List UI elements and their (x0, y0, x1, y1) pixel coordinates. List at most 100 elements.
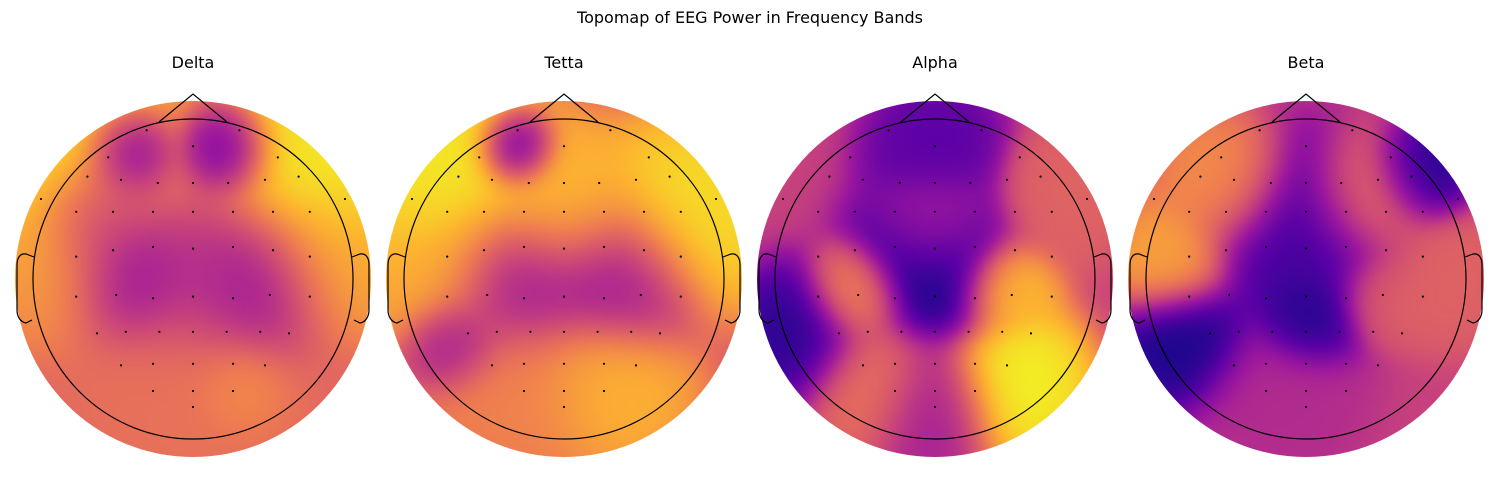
sensor-marker (1344, 389, 1348, 393)
heatmap-alpha (757, 101, 1113, 457)
sensor-marker (609, 129, 612, 132)
sensor-marker (933, 389, 937, 393)
sensor-marker (308, 210, 311, 213)
sensor-marker (75, 295, 78, 298)
sensor-marker (231, 362, 235, 365)
sensor-marker (1188, 255, 1191, 258)
sensor-marker (602, 210, 606, 213)
sensor-marker (1232, 178, 1236, 181)
sensor-marker (973, 210, 977, 213)
sensor-marker (308, 295, 311, 298)
sensor-marker (124, 330, 127, 333)
sensor-marker (522, 297, 526, 300)
sensor-marker (1421, 295, 1424, 298)
sensor-marker (1344, 297, 1348, 300)
topomap-title-tetta: Tetta (543, 53, 583, 72)
sensor-marker (1050, 255, 1053, 258)
sensor-marker (151, 297, 155, 300)
sensor-marker (1029, 332, 1033, 335)
sensor-marker (478, 156, 481, 159)
sensor-marker (1340, 181, 1343, 185)
sensor-marker (562, 247, 566, 250)
sensor-marker (679, 295, 682, 298)
sensor-marker (486, 293, 489, 297)
sensor-marker (781, 197, 785, 201)
sensor-marker (1005, 364, 1009, 367)
sensor-marker (527, 181, 530, 185)
sensor-marker (857, 293, 860, 297)
sensor-marker (191, 330, 195, 333)
sensor-marker (1001, 330, 1004, 333)
sensor-marker (817, 255, 820, 258)
sensor-marker (861, 178, 865, 181)
sensor-marker (602, 362, 606, 365)
sensor-marker (933, 247, 937, 250)
sensor-marker (1264, 362, 1268, 365)
right-ear-outline (1464, 253, 1483, 324)
sensor-marker (1304, 405, 1308, 409)
sensor-marker (115, 293, 118, 297)
sensor-marker (446, 210, 449, 213)
sensor-marker (1456, 197, 1460, 201)
sensor-marker (642, 249, 646, 252)
sensor-marker (973, 362, 977, 365)
sensor-marker (933, 145, 937, 148)
sensor-marker (522, 389, 526, 393)
sensor-marker (490, 364, 494, 367)
sensor-marker (271, 210, 275, 213)
sensor-marker (263, 364, 267, 367)
sensor-marker (1208, 332, 1212, 335)
sensor-marker (225, 330, 228, 333)
sensor-marker (1264, 245, 1268, 249)
sensor-marker (933, 295, 937, 298)
sensor-marker (828, 175, 831, 178)
sensor-marker (973, 389, 977, 393)
sensor-marker (1389, 156, 1392, 159)
sensor-marker (837, 332, 841, 335)
right-ear-outline (722, 253, 741, 324)
topomap-beta: Beta (1128, 53, 1484, 457)
sensor-marker (647, 156, 650, 159)
sensor-marker (1344, 210, 1348, 213)
sensor-marker (191, 145, 195, 148)
sensor-marker (861, 364, 865, 367)
sensor-marker (156, 181, 159, 185)
sensor-marker (238, 129, 241, 132)
right-ear-outline (351, 253, 370, 324)
sensor-marker (1199, 175, 1202, 178)
sensor-marker (933, 405, 937, 409)
sensor-marker (259, 330, 262, 333)
topomap-title-delta: Delta (172, 53, 215, 72)
sensor-marker (227, 181, 230, 185)
sensor-marker (1410, 175, 1413, 178)
sensor-marker (1344, 245, 1348, 249)
topomap-title-alpha: Alpha (912, 53, 958, 72)
sensor-marker (522, 362, 526, 365)
sensor-marker (271, 249, 275, 252)
sensor-marker (602, 297, 606, 300)
sensor-marker (969, 181, 972, 185)
sensor-marker (980, 129, 983, 132)
sensor-marker (634, 178, 638, 181)
sensor-marker (410, 197, 414, 201)
sensor-marker (191, 247, 195, 250)
sensor-marker (714, 197, 718, 201)
sensor-markers-alpha (781, 129, 1089, 409)
sensor-marker (1304, 210, 1308, 213)
sensor-marker (1050, 295, 1053, 298)
sensor-marker (231, 297, 235, 300)
left-ear-outline (1129, 253, 1148, 324)
sensor-marker (287, 332, 291, 335)
sensor-marker (1351, 129, 1354, 132)
sensor-marker (898, 181, 901, 185)
sensor-marker (562, 389, 566, 393)
sensor-marker (151, 245, 155, 249)
sensor-marker (1304, 330, 1308, 333)
sensor-marker (522, 210, 526, 213)
sensor-markers-beta (1152, 129, 1460, 409)
sensor-marker (446, 255, 449, 258)
left-ear-outline (758, 253, 777, 324)
sensor-marker (466, 332, 470, 335)
sensor-marker (268, 293, 271, 297)
